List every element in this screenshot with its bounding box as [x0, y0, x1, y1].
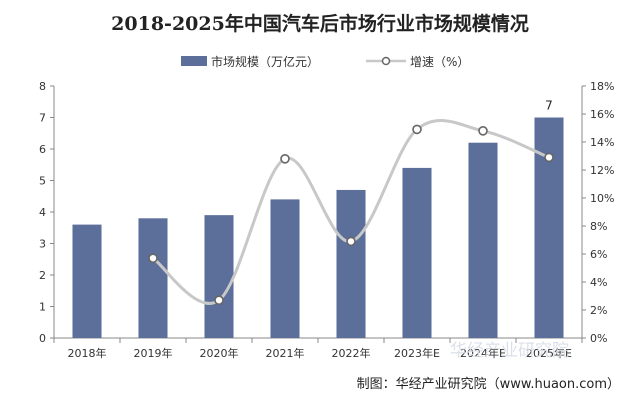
y-axis-right-ticks: 0% 2% 4% 6% 8% 10% 12% 14% 16% 18%	[582, 80, 614, 345]
growth-marker	[412, 124, 422, 135]
x-tick-label: 2020年	[200, 346, 239, 360]
y-right-tick-label: 6%	[590, 248, 607, 261]
x-tick-label: 2023年E	[394, 346, 440, 360]
growth-marker	[280, 154, 290, 164]
bar	[138, 218, 168, 338]
bar-data-label: 7	[545, 99, 553, 113]
bar	[468, 142, 498, 338]
legend-bar-label: 市场规模（万亿元）	[211, 54, 319, 69]
x-tick-label: 2025年E	[526, 346, 572, 360]
y-left-tick-label: 6	[39, 143, 46, 156]
x-tick-label: 2019年	[134, 346, 173, 360]
x-tick-label: 2018年	[68, 346, 107, 360]
y-left-tick-label: 5	[39, 175, 46, 188]
growth-marker	[346, 236, 356, 247]
y-right-tick-label: 10%	[590, 192, 614, 205]
x-tick-label: 2022年	[332, 346, 371, 360]
line-series	[148, 119, 554, 306]
bar	[270, 199, 300, 338]
growth-marker	[544, 152, 554, 163]
x-tick-label: 2021年	[266, 346, 305, 360]
y-right-tick-label: 18%	[590, 80, 614, 93]
growth-marker	[214, 295, 224, 306]
y-left-tick-label: 3	[39, 238, 46, 251]
legend-line-label: 增速（%）	[410, 55, 469, 69]
bar	[72, 224, 102, 338]
y-right-tick-label: 8%	[590, 220, 607, 233]
growth-marker	[148, 253, 158, 264]
legend: 市场规模（万亿元） 增速（%）	[181, 54, 469, 69]
legend-bar-swatch	[181, 56, 207, 66]
watermark: 华经产业研究院	[450, 341, 569, 361]
y-left-tick-label: 7	[39, 112, 46, 125]
y-right-tick-label: 0%	[590, 332, 607, 345]
y-right-tick-label: 4%	[590, 276, 607, 289]
y-left-tick-label: 0	[39, 332, 46, 345]
data-labels: 7	[545, 99, 553, 113]
y-right-tick-label: 14%	[590, 136, 614, 149]
source-note: 制图：华经产业研究院（www.huaon.com）	[357, 377, 620, 392]
x-tick-label: 2024年E	[460, 346, 506, 360]
y-axis-left-ticks: 0 1 2 3 4 5 6 7 8	[39, 80, 54, 345]
y-right-tick-label: 2%	[590, 304, 607, 317]
y-right-tick-label: 16%	[590, 108, 614, 121]
y-left-tick-label: 1	[39, 301, 46, 314]
y-left-tick-label: 8	[39, 80, 46, 93]
bar	[336, 189, 366, 338]
bar-series	[72, 117, 564, 338]
legend-line-marker	[381, 56, 391, 66]
x-axis-ticks: 2018年 2019年 2020年 2021年 2022年 2023年E 2024年E 202…	[53, 338, 583, 360]
growth-marker	[478, 126, 488, 136]
bar	[204, 215, 234, 338]
y-left-tick-label: 4	[39, 206, 46, 219]
y-left-tick-label: 2	[39, 269, 46, 282]
bar	[402, 167, 432, 338]
y-right-tick-label: 12%	[590, 164, 614, 177]
chart-title: 2018-2025年中国汽车后市场行业市场规模情况	[111, 12, 529, 35]
bar	[534, 117, 564, 338]
